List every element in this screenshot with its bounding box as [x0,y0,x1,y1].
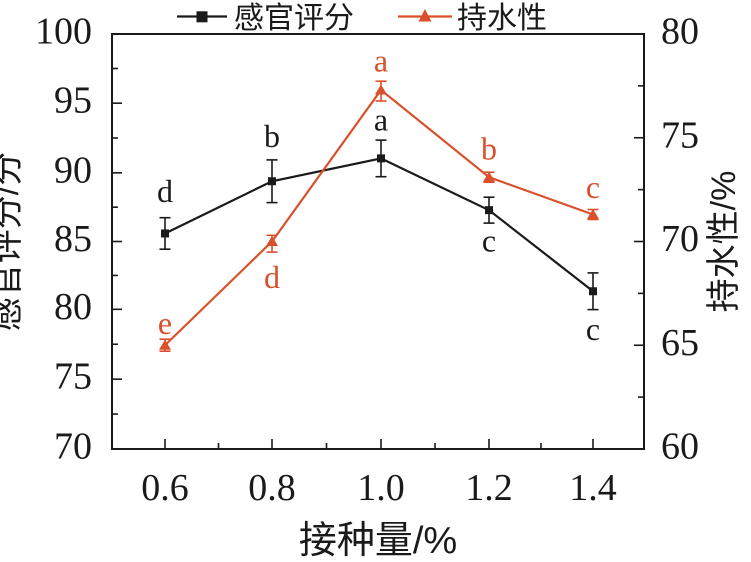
svg-text:c: c [586,169,600,205]
svg-text:70: 70 [661,218,699,260]
svg-text:d: d [264,259,280,295]
svg-text:75: 75 [54,356,92,398]
svg-text:感官评分: 感官评分 [234,2,354,35]
svg-text:a: a [374,102,388,138]
svg-text:95: 95 [54,80,92,122]
svg-text:75: 75 [661,114,699,156]
svg-text:65: 65 [661,322,699,364]
svg-text:持水性/%: 持水性/% [705,171,743,313]
svg-text:a: a [374,43,388,79]
svg-text:1.4: 1.4 [569,467,617,509]
svg-text:60: 60 [661,426,699,468]
svg-text:b: b [264,118,280,154]
svg-text:0.8: 0.8 [248,467,296,509]
svg-text:d: d [157,173,173,209]
svg-text:持水性: 持水性 [457,2,547,35]
svg-text:85: 85 [54,218,92,260]
svg-text:70: 70 [54,426,92,468]
svg-text:90: 90 [54,149,92,191]
svg-text:1.0: 1.0 [357,467,405,509]
svg-text:c: c [482,223,496,259]
svg-text:c: c [586,311,600,347]
svg-text:80: 80 [661,11,699,53]
svg-text:0.6: 0.6 [141,467,189,509]
svg-text:1.2: 1.2 [465,467,513,509]
svg-text:b: b [481,131,497,167]
svg-text:感官评分/分: 感官评分/分 [0,152,26,331]
svg-text:80: 80 [54,286,92,328]
svg-text:e: e [158,305,172,341]
svg-text:接种量/%: 接种量/% [299,520,457,557]
svg-text:100: 100 [35,11,92,53]
